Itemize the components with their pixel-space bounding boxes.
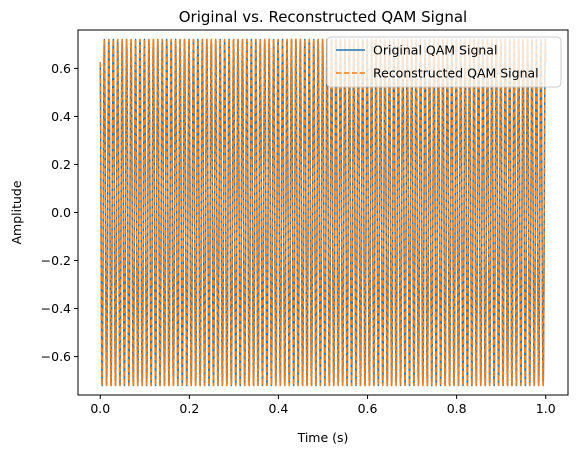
y-axis-label: Amplitude (9, 180, 24, 244)
y-tick-label: 0.4 (51, 109, 71, 124)
legend: Original QAM Signal Reconstructed QAM Si… (326, 36, 562, 88)
x-tick-label: 0.8 (447, 401, 467, 416)
chart-title: Original vs. Reconstructed QAM Signal (179, 8, 467, 26)
y-tick-label: 0.0 (51, 205, 71, 220)
x-tick-label: 0.2 (179, 401, 199, 416)
x-tick-label: 0.4 (269, 401, 289, 416)
x-tick-label: 0.6 (358, 401, 378, 416)
y-tick-label: −0.4 (41, 301, 71, 316)
legend-label-reconstructed: Reconstructed QAM Signal (373, 66, 539, 81)
series-layer (99, 38, 547, 387)
x-axis-label: Time (s) (297, 430, 349, 445)
y-tick-label: 0.2 (51, 157, 71, 172)
y-tick-label: 0.6 (51, 61, 71, 76)
legend-box (326, 36, 562, 88)
x-tick-label: 0.0 (90, 401, 110, 416)
y-tick-label: −0.2 (41, 253, 71, 268)
x-tick-label: 1.0 (536, 401, 556, 416)
y-tick-label: −0.6 (41, 349, 71, 364)
series-line-reconstructed (99, 38, 547, 387)
legend-label-original: Original QAM Signal (373, 43, 497, 58)
x-axis: 0.0 0.2 0.4 0.6 0.8 1.0 (90, 395, 556, 416)
y-axis: −0.6 −0.4 −0.2 0.0 0.2 0.4 0.6 (41, 61, 78, 364)
